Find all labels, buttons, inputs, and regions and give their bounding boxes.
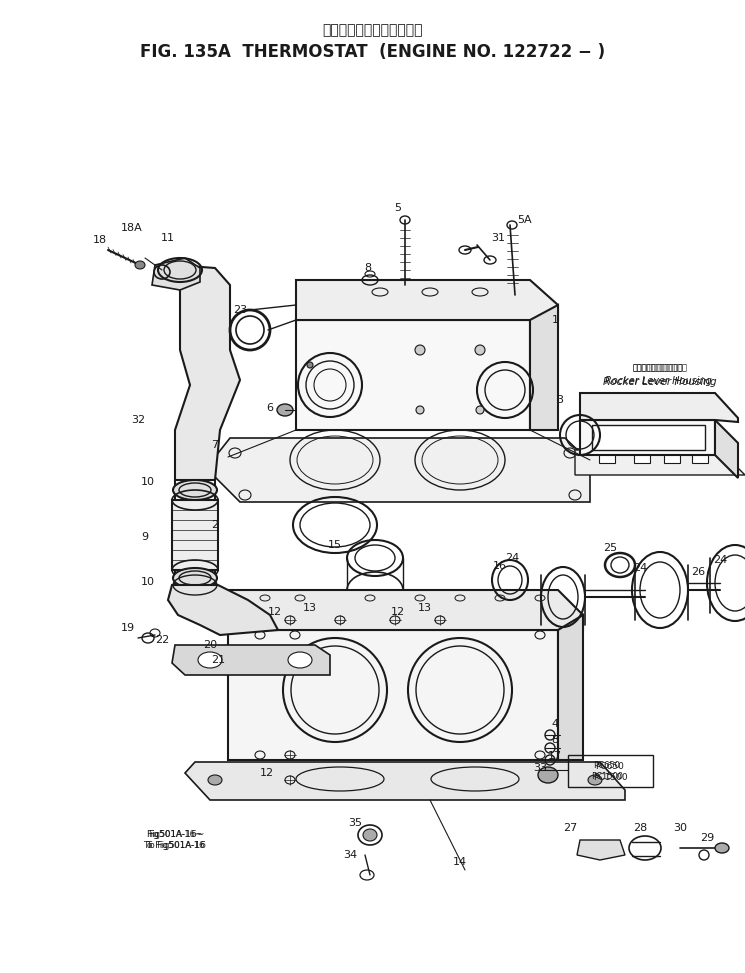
Polygon shape xyxy=(580,393,738,422)
Text: 24: 24 xyxy=(505,553,519,563)
Text: 10: 10 xyxy=(141,477,155,487)
Text: ロッカレバーハウジング: ロッカレバーハウジング xyxy=(633,364,688,373)
Ellipse shape xyxy=(208,775,222,785)
Bar xyxy=(568,755,653,787)
Polygon shape xyxy=(592,425,705,450)
Text: 20: 20 xyxy=(203,640,217,650)
Polygon shape xyxy=(228,590,583,630)
Text: Fig501A-16~
To Fig501A-16: Fig501A-16~ To Fig501A-16 xyxy=(144,830,206,849)
Ellipse shape xyxy=(173,568,217,588)
Polygon shape xyxy=(577,840,625,860)
Text: 31: 31 xyxy=(491,233,505,243)
Ellipse shape xyxy=(307,362,313,368)
Text: 26: 26 xyxy=(691,567,705,577)
Text: 17: 17 xyxy=(548,751,562,761)
Text: 21: 21 xyxy=(211,655,225,665)
Ellipse shape xyxy=(415,345,425,355)
Text: 7: 7 xyxy=(212,440,218,450)
Ellipse shape xyxy=(288,652,312,668)
Ellipse shape xyxy=(715,843,729,853)
Text: 22: 22 xyxy=(155,635,169,645)
Polygon shape xyxy=(228,630,558,760)
Text: 33: 33 xyxy=(533,763,547,773)
Text: 1: 1 xyxy=(551,315,559,325)
Text: サーモスタット　適用号機: サーモスタット 適用号機 xyxy=(323,23,422,37)
Polygon shape xyxy=(580,420,715,455)
Ellipse shape xyxy=(198,652,222,668)
Text: 10: 10 xyxy=(141,577,155,587)
Polygon shape xyxy=(296,320,530,430)
Text: Rocker Lever Housing: Rocker Lever Housing xyxy=(604,376,711,386)
Text: 4: 4 xyxy=(551,719,559,729)
Text: PC650
PC1500: PC650 PC1500 xyxy=(591,761,623,780)
Text: 29: 29 xyxy=(700,833,714,843)
Polygon shape xyxy=(152,258,200,290)
Ellipse shape xyxy=(173,480,217,500)
Polygon shape xyxy=(634,455,650,463)
Polygon shape xyxy=(575,450,745,475)
Ellipse shape xyxy=(363,829,377,841)
Text: 28: 28 xyxy=(633,823,647,833)
Text: 8: 8 xyxy=(551,735,559,745)
Polygon shape xyxy=(558,615,583,760)
Ellipse shape xyxy=(416,406,424,414)
Polygon shape xyxy=(185,762,625,800)
Text: 15: 15 xyxy=(328,540,342,550)
Ellipse shape xyxy=(476,406,484,414)
Text: 13: 13 xyxy=(303,603,317,613)
Polygon shape xyxy=(172,645,330,675)
Text: 16: 16 xyxy=(493,561,507,571)
Polygon shape xyxy=(599,455,615,463)
Ellipse shape xyxy=(538,767,558,783)
Polygon shape xyxy=(692,455,708,463)
Text: 35: 35 xyxy=(348,818,362,828)
Text: 27: 27 xyxy=(563,823,577,833)
Ellipse shape xyxy=(277,404,293,416)
Ellipse shape xyxy=(475,345,485,355)
Text: 5A: 5A xyxy=(518,215,533,225)
Text: 5: 5 xyxy=(395,203,402,213)
Text: 11: 11 xyxy=(161,233,175,243)
Polygon shape xyxy=(215,438,590,502)
Text: 32: 32 xyxy=(131,415,145,425)
Text: 6: 6 xyxy=(267,403,273,413)
Text: FIG. 135A  THERMOSTAT  (ENGINE NO. 122722 − ): FIG. 135A THERMOSTAT (ENGINE NO. 122722 … xyxy=(140,43,605,61)
Text: 34: 34 xyxy=(343,850,357,860)
Text: 2: 2 xyxy=(212,520,218,530)
Ellipse shape xyxy=(135,261,145,269)
Text: 24: 24 xyxy=(713,555,727,565)
Text: 23: 23 xyxy=(233,305,247,315)
Text: 14: 14 xyxy=(453,857,467,867)
Text: 3: 3 xyxy=(557,395,563,405)
Text: 24: 24 xyxy=(633,563,647,573)
Text: 18: 18 xyxy=(93,235,107,245)
Text: 13: 13 xyxy=(418,603,432,613)
Text: 19: 19 xyxy=(121,623,135,633)
Bar xyxy=(172,500,218,570)
Text: 25: 25 xyxy=(603,543,617,553)
Ellipse shape xyxy=(588,775,602,785)
Text: 12: 12 xyxy=(391,607,405,617)
Text: Fig501A-16~
To Fig501A-16: Fig501A-16~ To Fig501A-16 xyxy=(146,830,204,849)
Polygon shape xyxy=(155,265,240,480)
Text: 12: 12 xyxy=(268,607,282,617)
Text: 18A: 18A xyxy=(121,223,143,233)
Text: 9: 9 xyxy=(142,532,148,542)
Text: PC650
PC1500: PC650 PC1500 xyxy=(593,762,627,781)
Text: 8: 8 xyxy=(364,263,372,273)
Text: 30: 30 xyxy=(673,823,687,833)
Polygon shape xyxy=(664,455,680,463)
Text: 12: 12 xyxy=(260,768,274,778)
Polygon shape xyxy=(168,585,278,635)
Polygon shape xyxy=(530,305,558,430)
Polygon shape xyxy=(715,420,738,478)
Text: ロッカレバーハウジング: ロッカレバーハウジング xyxy=(633,364,683,373)
Text: Rocker Lever Housing: Rocker Lever Housing xyxy=(603,377,717,387)
Polygon shape xyxy=(296,280,558,320)
